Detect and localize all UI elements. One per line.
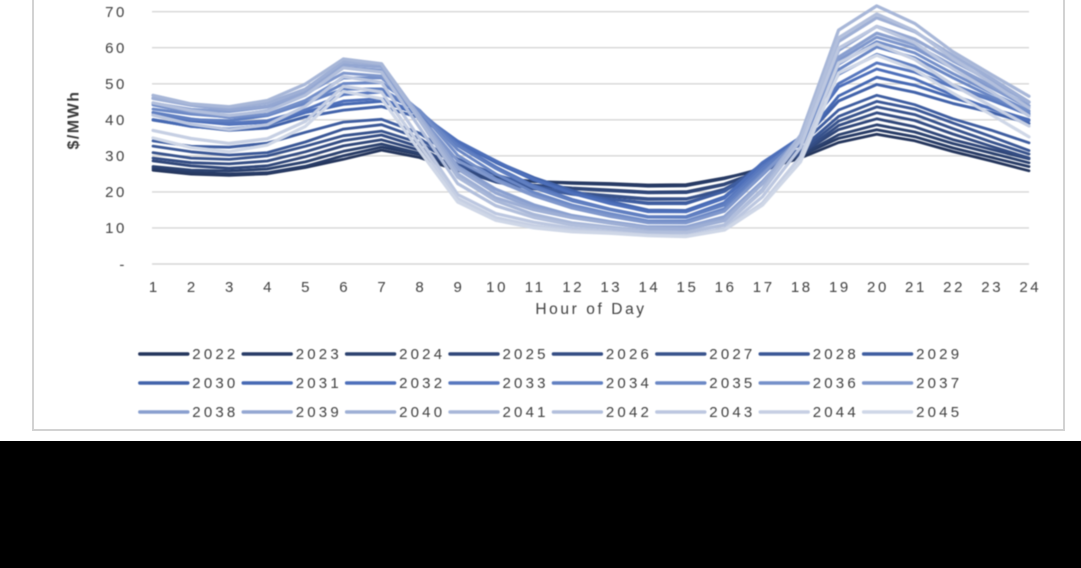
svg-text:Hour of Day: Hour of Day (535, 301, 646, 318)
svg-text:2041: 2041 (503, 404, 549, 421)
svg-text:2029: 2029 (916, 346, 962, 363)
svg-text:2042: 2042 (606, 404, 652, 421)
svg-text:30: 30 (105, 148, 127, 165)
svg-text:9: 9 (454, 279, 465, 296)
svg-text:2044: 2044 (813, 404, 859, 421)
svg-text:5: 5 (301, 279, 312, 296)
svg-text:2027: 2027 (709, 346, 755, 363)
svg-text:22: 22 (943, 279, 965, 296)
svg-text:14: 14 (638, 279, 660, 296)
svg-text:13: 13 (600, 279, 622, 296)
svg-text:20: 20 (105, 184, 127, 201)
svg-text:2023: 2023 (296, 346, 342, 363)
svg-text:2022: 2022 (192, 346, 238, 363)
svg-text:8: 8 (415, 279, 426, 296)
svg-text:2032: 2032 (399, 375, 445, 392)
svg-text:7: 7 (377, 279, 388, 296)
svg-text:17: 17 (753, 279, 775, 296)
svg-text:2043: 2043 (709, 404, 755, 421)
svg-text:2026: 2026 (606, 346, 652, 363)
svg-text:2024: 2024 (399, 346, 445, 363)
svg-text:10: 10 (105, 220, 127, 237)
svg-text:19: 19 (829, 279, 851, 296)
svg-text:2: 2 (187, 279, 198, 296)
svg-text:15: 15 (677, 279, 699, 296)
svg-text:-: - (119, 256, 127, 273)
svg-text:18: 18 (791, 279, 813, 296)
svg-text:2040: 2040 (399, 404, 445, 421)
svg-text:2036: 2036 (813, 375, 859, 392)
svg-text:6: 6 (339, 279, 350, 296)
svg-text:2028: 2028 (813, 346, 859, 363)
svg-text:4: 4 (263, 279, 274, 296)
svg-text:2035: 2035 (709, 375, 755, 392)
svg-text:60: 60 (105, 40, 127, 57)
svg-text:2045: 2045 (916, 404, 962, 421)
svg-text:12: 12 (562, 279, 584, 296)
svg-text:3: 3 (225, 279, 236, 296)
svg-text:11: 11 (525, 279, 546, 296)
svg-text:21: 21 (905, 279, 927, 296)
svg-text:2030: 2030 (192, 375, 238, 392)
svg-text:2038: 2038 (192, 404, 238, 421)
svg-text:70: 70 (105, 4, 127, 21)
svg-text:20: 20 (867, 279, 889, 296)
svg-text:23: 23 (981, 279, 1003, 296)
svg-text:2025: 2025 (503, 346, 549, 363)
svg-text:1: 1 (149, 279, 160, 296)
svg-text:10: 10 (486, 279, 508, 296)
svg-text:2039: 2039 (296, 404, 342, 421)
svg-text:$/MWh: $/MWh (66, 90, 83, 149)
svg-text:24: 24 (1019, 279, 1041, 296)
svg-text:2033: 2033 (503, 375, 549, 392)
svg-text:2031: 2031 (296, 375, 342, 392)
svg-text:2037: 2037 (916, 375, 962, 392)
svg-text:40: 40 (105, 112, 127, 129)
svg-text:2034: 2034 (606, 375, 652, 392)
svg-text:50: 50 (105, 76, 127, 93)
svg-text:16: 16 (715, 279, 737, 296)
